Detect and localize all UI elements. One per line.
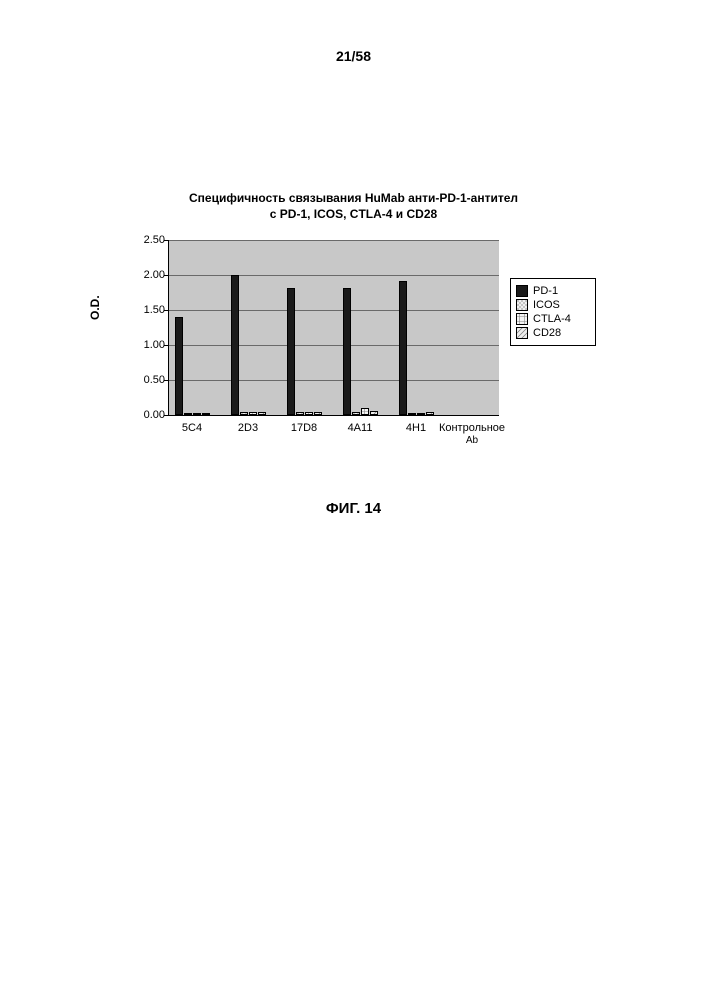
chart-title: Специфичность связывания HuMab анти-PD-1… [0,190,707,222]
x-tick-label: 17D8 [291,422,317,434]
bar-group [287,288,323,415]
y-tick-mark [164,240,169,241]
bar-group [343,288,379,415]
bar [202,413,210,415]
legend-swatch [516,327,528,339]
bar [240,412,248,415]
bar [417,413,425,415]
legend-row: ICOS [516,299,590,311]
y-tick-label: 0.00 [127,409,165,421]
y-tick-mark [164,415,169,416]
legend-label: CTLA-4 [533,313,571,325]
grid-line [169,310,499,311]
legend-swatch [516,299,528,311]
legend-row: CD28 [516,327,590,339]
bar [426,412,434,415]
legend-label: PD-1 [533,285,558,297]
grid-line [169,380,499,381]
y-axis-label: O.D. [88,295,102,320]
legend-row: PD-1 [516,285,590,297]
grid-line [169,345,499,346]
legend-swatch [516,313,528,325]
y-tick-label: 1.00 [127,339,165,351]
legend-label: ICOS [533,299,560,311]
y-tick-label: 2.00 [127,269,165,281]
bar [193,413,201,415]
legend-row: CTLA-4 [516,313,590,325]
bar [343,288,351,415]
y-tick-label: 2.50 [127,234,165,246]
x-tick-label: КонтрольноеAb [439,422,505,446]
bar [175,317,183,415]
y-tick-mark [164,275,169,276]
bar [305,412,313,416]
chart-title-line2: с PD-1, ICOS, CTLA-4 и CD28 [270,207,437,221]
x-tick-label: 4H1 [406,422,426,434]
legend-swatch [516,285,528,297]
bar-group [399,281,435,415]
bar [258,412,266,416]
grid-line [169,240,499,241]
bar-group [175,317,211,415]
y-tick-label: 1.50 [127,304,165,316]
y-tick-mark [164,345,169,346]
bar [399,281,407,415]
bar [184,413,192,415]
bar [370,411,378,415]
page-number: 21/58 [0,48,707,64]
x-tick-label: 4A11 [348,422,373,434]
bar [408,413,416,415]
y-tick-mark [164,380,169,381]
bar [361,408,369,415]
bar [287,288,295,415]
plot-region: 0.000.501.001.502.002.50 [168,240,499,416]
grid-line [169,275,499,276]
bar-group [231,275,267,415]
bar [249,412,257,416]
figure-label: ФИГ. 14 [0,500,707,517]
legend: PD-1 ICOS CTLA-4 CD28 [510,278,596,346]
bar [314,412,322,416]
bar [296,412,304,415]
x-tick-label: 5C4 [182,422,202,434]
chart-title-line1: Специфичность связывания HuMab анти-PD-1… [189,191,518,205]
y-tick-label: 0.50 [127,374,165,386]
bar [231,275,239,415]
bar [352,412,360,415]
chart-area: 0.000.501.001.502.002.50 PD-1 ICOS CTLA-4 C… [120,240,600,470]
x-tick-label: 2D3 [238,422,258,434]
y-tick-mark [164,310,169,311]
legend-label: CD28 [533,327,561,339]
